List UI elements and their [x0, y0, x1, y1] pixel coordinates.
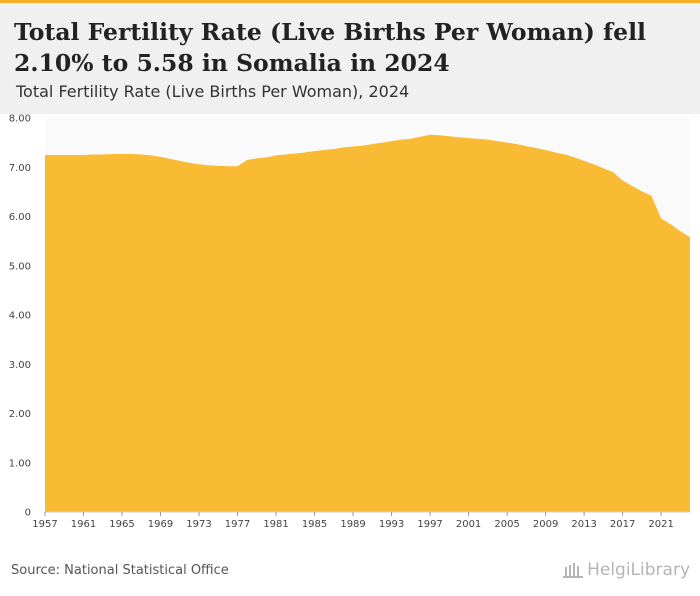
y-tick-label: 3.00: [9, 360, 31, 371]
axis-layer: 0 1.00 2.00 3.00 4.00 5.00 6.00 7.00 8.00 1957 196…: [9, 114, 690, 530]
series-area: [45, 134, 690, 512]
y-tick-label: 6.00: [9, 212, 31, 223]
x-tick-label: 1957: [32, 519, 57, 530]
area-layer: [45, 118, 690, 512]
header: Total Fertility Rate (Live Births Per Wo…: [0, 3, 700, 114]
chart-subtitle: Total Fertility Rate (Live Births Per Wo…: [16, 82, 410, 101]
x-tick-label: 2009: [533, 519, 558, 530]
y-tick-label: 2.00: [9, 409, 31, 420]
chart-title: Total Fertility Rate (Live Births Per Wo…: [14, 18, 646, 77]
x-tick-label: 2013: [571, 519, 596, 530]
x-tick-label: 1985: [302, 519, 327, 530]
y-tick-label: 7.00: [9, 163, 31, 174]
y-tick-label: 5.00: [9, 261, 31, 272]
x-tick-label: 1977: [225, 519, 250, 530]
area-chart: 0 1.00 2.00 3.00 4.00 5.00 6.00 7.00 8.00 1957 196…: [9, 114, 690, 530]
x-tick-label: 1997: [417, 519, 442, 530]
logo-text: HelgiLibrary: [587, 560, 690, 580]
x-tick-label: 1965: [109, 519, 134, 530]
x-tick-label: 1961: [71, 519, 96, 530]
x-tick-label: 2017: [610, 519, 635, 530]
x-tick-label: 1993: [379, 519, 404, 530]
library-icon: [563, 563, 584, 578]
y-tick-label: 0: [25, 508, 31, 519]
x-tick-label: 1989: [340, 519, 365, 530]
y-tick-label: 8.00: [9, 114, 31, 125]
x-tick-label: 2005: [494, 519, 519, 530]
x-tick-label: 1981: [263, 519, 288, 530]
source-note: Source: National Statistical Office: [11, 563, 229, 578]
y-tick-label: 4.00: [9, 311, 31, 322]
x-tick-label: 2001: [456, 519, 481, 530]
x-tick-label: 1969: [148, 519, 173, 530]
x-tick-label: 1973: [186, 519, 211, 530]
x-tick-label: 2021: [648, 519, 673, 530]
brand-logo: HelgiLibrary: [562, 560, 690, 580]
y-tick-label: 1.00: [9, 458, 31, 469]
accent-bar: [0, 0, 700, 3]
